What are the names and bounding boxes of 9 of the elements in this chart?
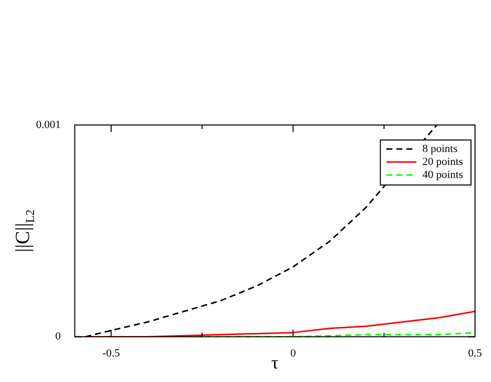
x-tick-label: -0.5	[102, 347, 120, 360]
x-tick-label: 0.5	[468, 347, 482, 360]
y-axis-title: ||C||L2	[12, 210, 37, 252]
x-axis-title: τ	[271, 352, 278, 373]
y-tick-label: 0.001	[36, 118, 61, 131]
legend-label: 40 points	[422, 168, 464, 181]
legend-label: 8 points	[422, 142, 458, 155]
x-tick-label: 0	[290, 347, 296, 360]
legend-label: 20 points	[422, 156, 464, 168]
